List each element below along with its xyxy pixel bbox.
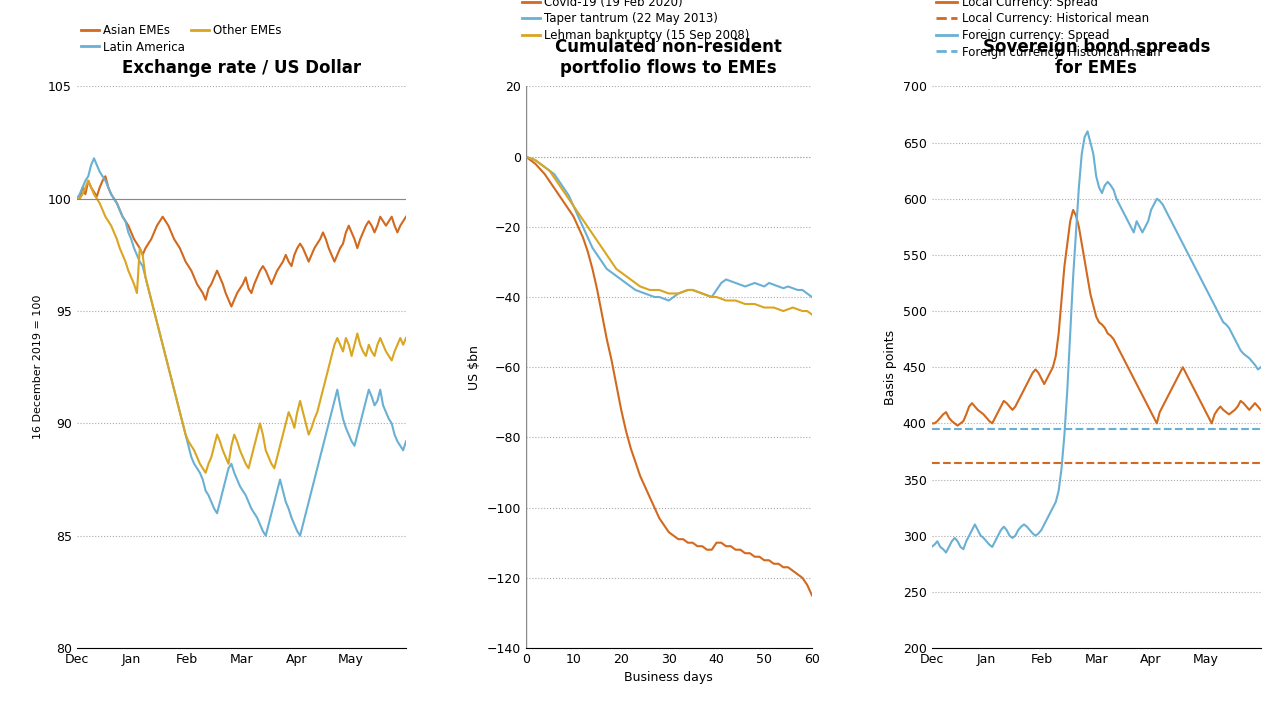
Y-axis label: US $bn: US $bn <box>468 345 481 390</box>
Legend: Local Currency: Spread, Local Currency: Historical mean, Foreign currency: Sprea: Local Currency: Spread, Local Currency: … <box>931 0 1165 63</box>
Y-axis label: Basis points: Basis points <box>884 330 897 405</box>
Title: Cumulated non-resident
portfolio flows to EMEs: Cumulated non-resident portfolio flows t… <box>556 37 782 76</box>
X-axis label: Business days: Business days <box>625 672 713 685</box>
Title: Sovereign bond spreads
for EMEs: Sovereign bond spreads for EMEs <box>983 37 1210 76</box>
Y-axis label: 16 December 2019 = 100: 16 December 2019 = 100 <box>32 295 42 439</box>
Title: Exchange rate / US Dollar: Exchange rate / US Dollar <box>122 58 361 76</box>
Legend: Covid-19 (19 Feb 2020), Taper tantrum (22 May 2013), Lehman bankruptcy (15 Sep 2: Covid-19 (19 Feb 2020), Taper tantrum (2… <box>517 0 754 47</box>
Legend: Asian EMEs, Latin America, Other EMEs: Asian EMEs, Latin America, Other EMEs <box>76 19 287 58</box>
